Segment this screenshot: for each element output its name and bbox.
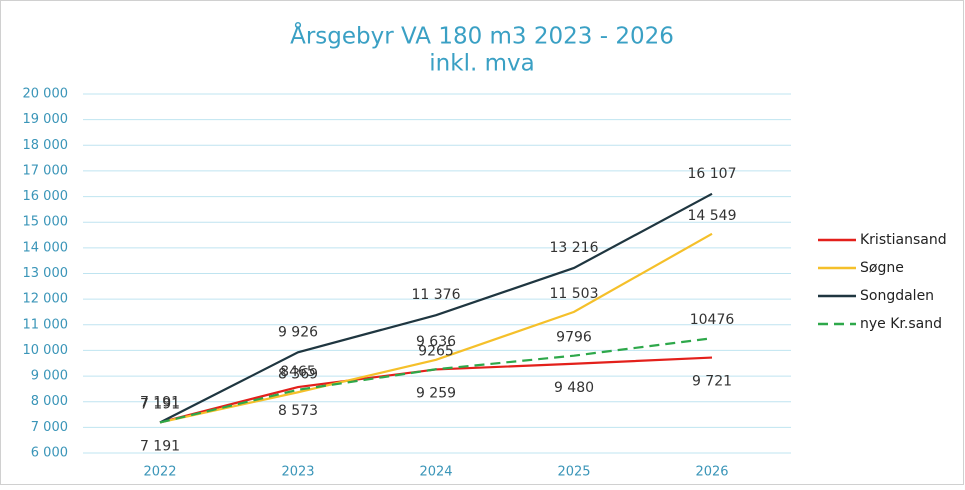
legend-label: Songdalen (860, 288, 934, 304)
data-label: 8465 (280, 364, 316, 380)
x-tick-label: 2022 (143, 465, 176, 480)
y-tick-label: 13 000 (23, 266, 69, 281)
series-line (159, 337, 713, 424)
data-label: 7 191 (140, 394, 180, 410)
y-tick-label: 20 000 (23, 87, 69, 102)
data-label: 7 191 (140, 396, 180, 412)
legend-label: Kristiansand (860, 232, 947, 248)
data-label: 8 369 (278, 366, 318, 382)
data-label: 8 573 (278, 403, 318, 419)
x-tick-label: 2024 (419, 465, 452, 480)
data-label: 9 480 (554, 380, 594, 396)
series-line (159, 192, 713, 424)
data-label: 9 259 (416, 385, 456, 401)
y-tick-label: 10 000 (23, 343, 69, 358)
y-tick-label: 18 000 (23, 138, 69, 153)
x-tick-label: 2026 (695, 465, 728, 480)
legend-label: nye Kr.sand (860, 316, 942, 332)
y-tick-label: 15 000 (23, 215, 69, 230)
data-label: 9 636 (416, 334, 456, 350)
series-line (159, 232, 713, 424)
y-tick-label: 11 000 (23, 317, 69, 332)
data-label: 16 107 (688, 166, 737, 182)
y-tick-label: 17 000 (23, 163, 69, 178)
chart-subtitle: inkl. mva (429, 51, 534, 77)
data-label: 10476 (690, 312, 735, 328)
y-tick-label: 7 000 (31, 420, 68, 435)
y-tick-label: 6 000 (31, 446, 68, 461)
data-label: 11 503 (550, 286, 599, 302)
data-label: 9796 (556, 330, 592, 346)
legend-label: Søgne (860, 260, 904, 276)
x-tick-label: 2025 (557, 465, 590, 480)
data-label: 7 191 (140, 438, 180, 454)
data-label: 9 926 (278, 324, 318, 340)
data-label: 13 216 (550, 240, 599, 256)
y-tick-label: 12 000 (23, 292, 69, 307)
y-tick-label: 8 000 (31, 394, 68, 409)
data-label: 14 549 (688, 208, 737, 224)
chart-title: Årsgebyr VA 180 m3 2023 - 2026 (290, 22, 674, 50)
data-label: 11 376 (412, 287, 461, 303)
x-tick-label: 2023 (281, 465, 314, 480)
y-tick-label: 14 000 (23, 240, 69, 255)
y-tick-label: 19 000 (23, 112, 69, 127)
data-label: 9 721 (692, 374, 732, 390)
data-label: 9265 (418, 343, 454, 359)
y-tick-label: 16 000 (23, 189, 69, 204)
y-tick-label: 9 000 (31, 369, 68, 384)
